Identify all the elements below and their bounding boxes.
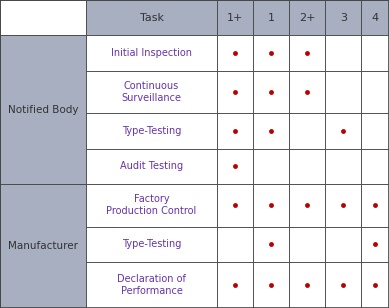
Bar: [86, 227, 217, 262]
Bar: [217, 0, 253, 35]
Bar: [361, 113, 389, 148]
Bar: [0, 0, 86, 35]
Bar: [361, 71, 389, 113]
Bar: [0, 35, 86, 184]
Bar: [253, 35, 289, 71]
Text: Audit Testing: Audit Testing: [120, 161, 183, 171]
Bar: [0, 184, 86, 308]
Text: 4: 4: [371, 13, 379, 23]
Bar: [86, 35, 217, 71]
Bar: [253, 148, 289, 184]
Bar: [325, 262, 361, 308]
Bar: [86, 0, 217, 35]
Bar: [361, 35, 389, 71]
Text: 2+: 2+: [299, 13, 315, 23]
Bar: [361, 148, 389, 184]
Text: 1+: 1+: [226, 13, 243, 23]
Bar: [86, 113, 217, 148]
Bar: [217, 227, 253, 262]
Bar: [86, 184, 217, 227]
Text: Continuous
Surveillance: Continuous Surveillance: [121, 81, 182, 103]
Bar: [289, 148, 325, 184]
Text: 1: 1: [268, 13, 274, 23]
Bar: [217, 262, 253, 308]
Bar: [289, 262, 325, 308]
Bar: [361, 262, 389, 308]
Bar: [325, 113, 361, 148]
Text: Declaration of
Performance: Declaration of Performance: [117, 274, 186, 296]
Bar: [217, 113, 253, 148]
Bar: [325, 184, 361, 227]
Bar: [361, 184, 389, 227]
Bar: [289, 71, 325, 113]
Bar: [217, 184, 253, 227]
Bar: [289, 113, 325, 148]
Bar: [217, 71, 253, 113]
Bar: [325, 71, 361, 113]
Bar: [86, 262, 217, 308]
Bar: [253, 113, 289, 148]
Text: Initial Inspection: Initial Inspection: [111, 48, 192, 58]
Text: Factory
Production Control: Factory Production Control: [106, 194, 197, 217]
Text: Notified Body: Notified Body: [8, 105, 79, 115]
Bar: [86, 71, 217, 113]
Bar: [325, 0, 361, 35]
Bar: [253, 0, 289, 35]
Bar: [325, 35, 361, 71]
Text: Type-Testing: Type-Testing: [122, 239, 181, 249]
Bar: [253, 262, 289, 308]
Bar: [217, 35, 253, 71]
Bar: [325, 148, 361, 184]
Bar: [325, 227, 361, 262]
Text: Manufacturer: Manufacturer: [8, 241, 78, 251]
Bar: [289, 35, 325, 71]
Text: Type-Testing: Type-Testing: [122, 126, 181, 136]
Text: 3: 3: [340, 13, 347, 23]
Bar: [253, 184, 289, 227]
Bar: [289, 227, 325, 262]
Bar: [289, 184, 325, 227]
Bar: [361, 0, 389, 35]
Text: Task: Task: [140, 13, 163, 23]
Bar: [86, 148, 217, 184]
Bar: [361, 227, 389, 262]
Bar: [253, 71, 289, 113]
Bar: [253, 227, 289, 262]
Bar: [289, 0, 325, 35]
Bar: [217, 148, 253, 184]
